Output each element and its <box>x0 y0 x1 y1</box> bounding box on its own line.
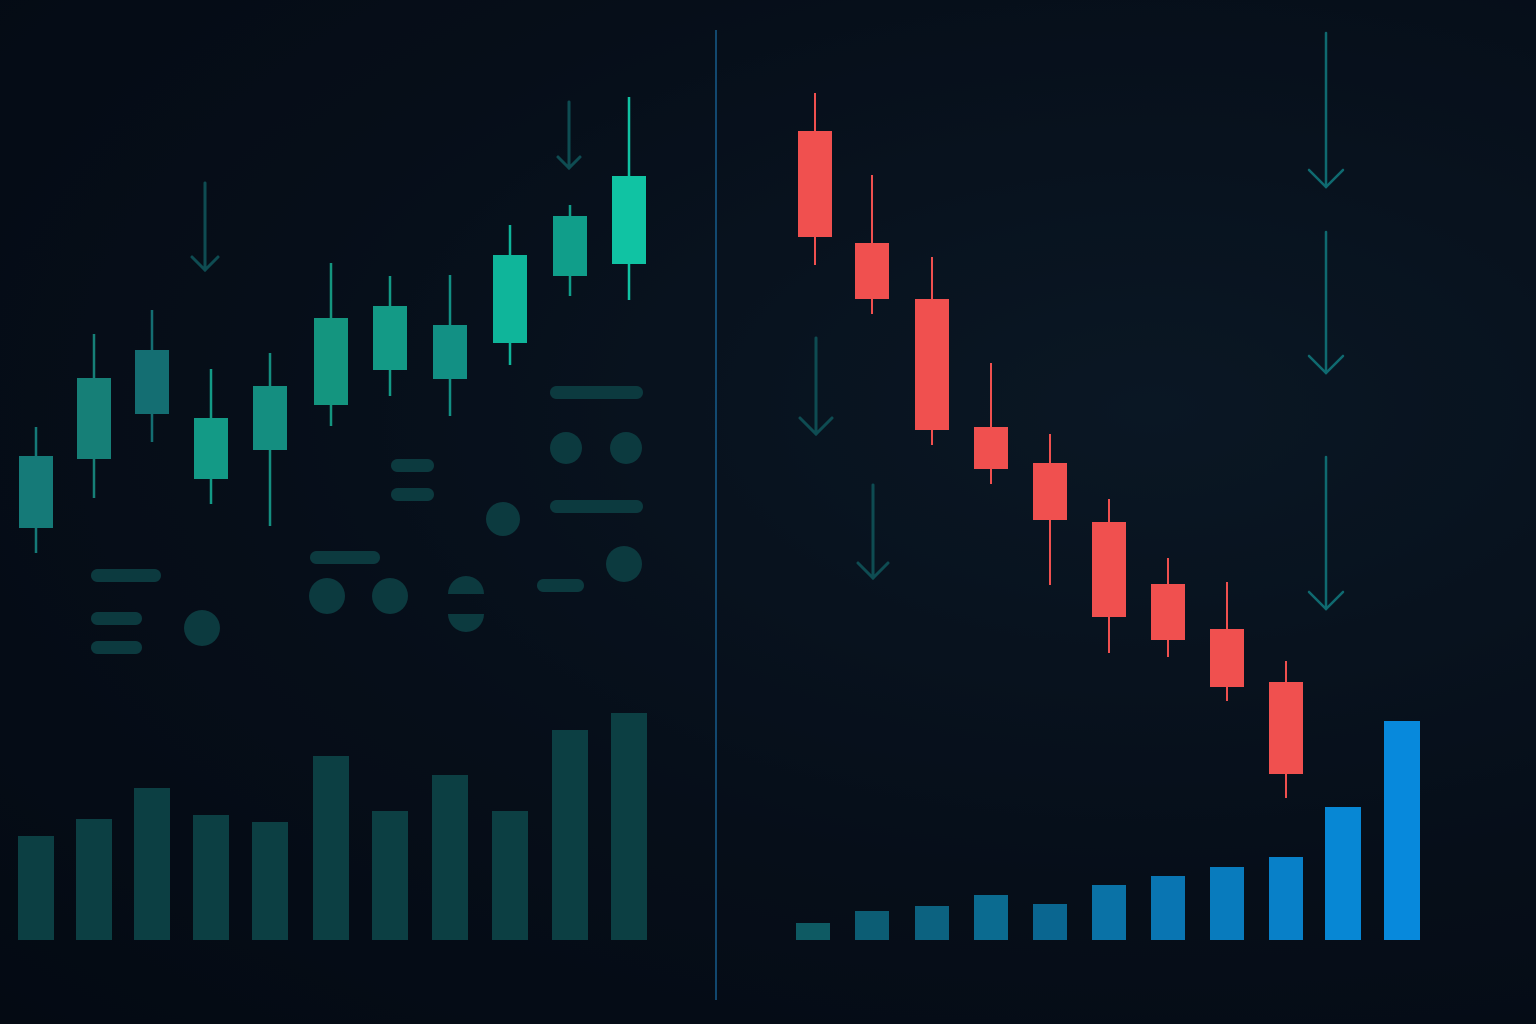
decorative-dot <box>184 610 220 646</box>
volume-bar-right <box>974 895 1008 940</box>
down-arrow-icon <box>190 181 220 273</box>
volume-bar-left <box>432 775 468 940</box>
decorative-pill <box>537 579 584 592</box>
candle-body <box>135 350 169 414</box>
candle-up <box>253 353 287 526</box>
decorative-dot <box>610 432 642 464</box>
candle-body <box>1210 629 1244 687</box>
candle-up <box>493 225 527 365</box>
candle-up <box>373 276 407 396</box>
candle-body <box>798 131 832 237</box>
decorative-pill <box>91 569 161 582</box>
candle-up <box>135 310 169 442</box>
candle-up <box>553 205 587 296</box>
candle-up <box>19 427 53 553</box>
volume-bar-left <box>611 713 647 940</box>
volume-bar-right <box>1269 857 1303 940</box>
decorative-dot <box>309 578 345 614</box>
volume-bar-left <box>134 788 170 940</box>
candle-body <box>253 386 287 450</box>
decorative-pill <box>391 488 434 501</box>
candle-body <box>1151 584 1185 640</box>
decorative-dot <box>486 502 520 536</box>
down-arrow-icon <box>1307 31 1345 189</box>
candle-down <box>798 93 832 265</box>
arrow-head <box>856 561 890 581</box>
candle-body <box>194 418 228 479</box>
candle-up <box>433 275 467 416</box>
volume-bar-left <box>372 811 408 940</box>
candle-up <box>77 334 111 498</box>
candle-body <box>433 325 467 379</box>
candle-down <box>974 363 1008 484</box>
volume-bar-left <box>193 815 229 940</box>
arrow-head <box>556 155 582 171</box>
down-arrow-icon <box>798 336 834 437</box>
candle-body <box>915 299 949 430</box>
volume-bar-right <box>1384 721 1420 940</box>
candle-body <box>612 176 646 264</box>
volume-bar-left <box>313 756 349 940</box>
volume-bar-right <box>1325 807 1361 940</box>
arrow-head <box>1307 354 1345 375</box>
arrow-head <box>190 255 220 273</box>
volume-bar-right <box>1151 876 1185 940</box>
volume-bar-right <box>1210 867 1244 940</box>
decorative-pill <box>550 386 643 399</box>
candle-down <box>915 257 949 445</box>
candle-body <box>1092 522 1126 617</box>
arrow-head <box>1307 168 1345 189</box>
candle-body <box>1033 463 1067 520</box>
candle-body <box>77 378 111 459</box>
decorative-pill <box>310 551 380 564</box>
candle-body <box>493 255 527 343</box>
volume-bar-right <box>1033 904 1067 940</box>
decorative-pill <box>391 459 434 472</box>
decorative-split-dot <box>448 576 484 632</box>
down-arrow-icon <box>1307 230 1345 375</box>
candle-down <box>1210 582 1244 701</box>
candle-body <box>1269 682 1303 774</box>
candle-up <box>194 369 228 504</box>
arrow-head <box>1307 590 1345 611</box>
candle-body <box>553 216 587 276</box>
candle-body <box>19 456 53 528</box>
volume-bar-left <box>252 822 288 940</box>
down-arrow-icon <box>556 100 582 171</box>
candle-body <box>373 306 407 370</box>
candle-body <box>314 318 348 405</box>
volume-bar-left <box>552 730 588 940</box>
decorative-dot <box>606 546 642 582</box>
candle-body <box>974 427 1008 469</box>
volume-bar-left <box>492 811 528 940</box>
volume-bar-right <box>855 911 889 940</box>
volume-bar-right <box>796 923 830 940</box>
candle-up <box>612 97 646 300</box>
decorative-dot <box>550 432 582 464</box>
decorative-pill <box>91 612 142 625</box>
decorative-shapes <box>91 386 643 654</box>
volume-bar-right <box>915 906 949 940</box>
candle-down <box>1151 558 1185 657</box>
volume-bar-left <box>76 819 112 940</box>
candle-body <box>855 243 889 299</box>
candle-down <box>1033 434 1067 585</box>
decorative-dot <box>372 578 408 614</box>
candle-down <box>1092 499 1126 653</box>
decorative-pill <box>550 500 643 513</box>
decorative-pill <box>91 641 142 654</box>
volume-bar-right <box>1092 885 1126 940</box>
candle-up <box>314 263 348 426</box>
down-arrow-icon <box>1307 455 1345 611</box>
arrow-head <box>798 416 834 437</box>
candle-down <box>855 175 889 314</box>
down-arrow-icon <box>856 483 890 581</box>
candle-down <box>1269 661 1303 798</box>
volume-bar-left <box>18 836 54 940</box>
